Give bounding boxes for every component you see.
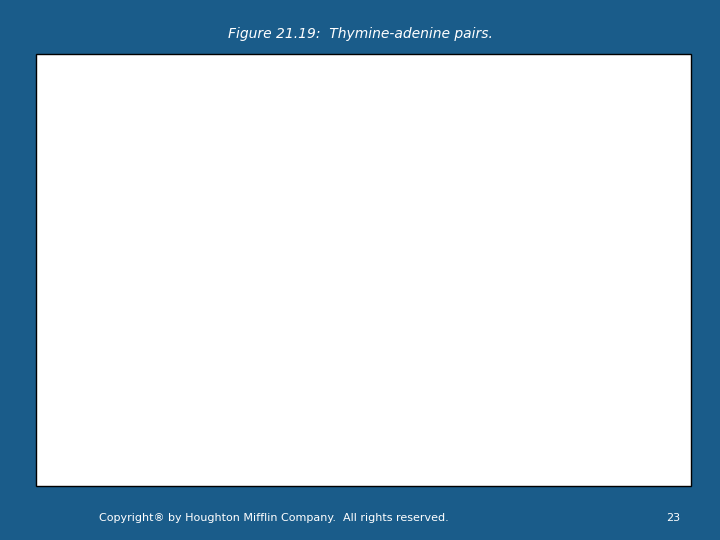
Text: 23: 23 — [666, 514, 680, 523]
Text: CH$_3$: CH$_3$ — [144, 144, 180, 164]
Text: Deoxyribose: Deoxyribose — [41, 355, 178, 374]
Text: Thymine: Thymine — [112, 83, 189, 101]
Text: N: N — [458, 191, 472, 208]
Text: Adenine: Adenine — [397, 83, 470, 101]
Text: H: H — [577, 189, 592, 206]
Text: N: N — [392, 343, 407, 361]
Text: H: H — [327, 191, 341, 208]
Text: H: H — [76, 248, 91, 265]
Text: C: C — [531, 214, 543, 228]
Text: O: O — [302, 160, 316, 178]
Text: O: O — [292, 191, 305, 208]
Text: N: N — [359, 248, 374, 265]
Text: N: N — [530, 283, 544, 300]
Text: Figure 21.19:  Thymine-adenine pairs.: Figure 21.19: Thymine-adenine pairs. — [228, 27, 492, 41]
Text: H: H — [382, 144, 397, 161]
Text: N: N — [173, 305, 187, 322]
Text: H: H — [320, 248, 335, 265]
Text: N: N — [284, 248, 299, 265]
Text: Copyright® by Houghton Mifflin Company.  All rights reserved.: Copyright® by Houghton Mifflin Company. … — [99, 514, 449, 523]
Text: H: H — [392, 376, 407, 393]
Text: Deoxyribose: Deoxyribose — [508, 271, 644, 291]
Text: N: N — [392, 191, 407, 208]
Text: (b): (b) — [44, 441, 75, 461]
Text: O: O — [292, 334, 305, 352]
